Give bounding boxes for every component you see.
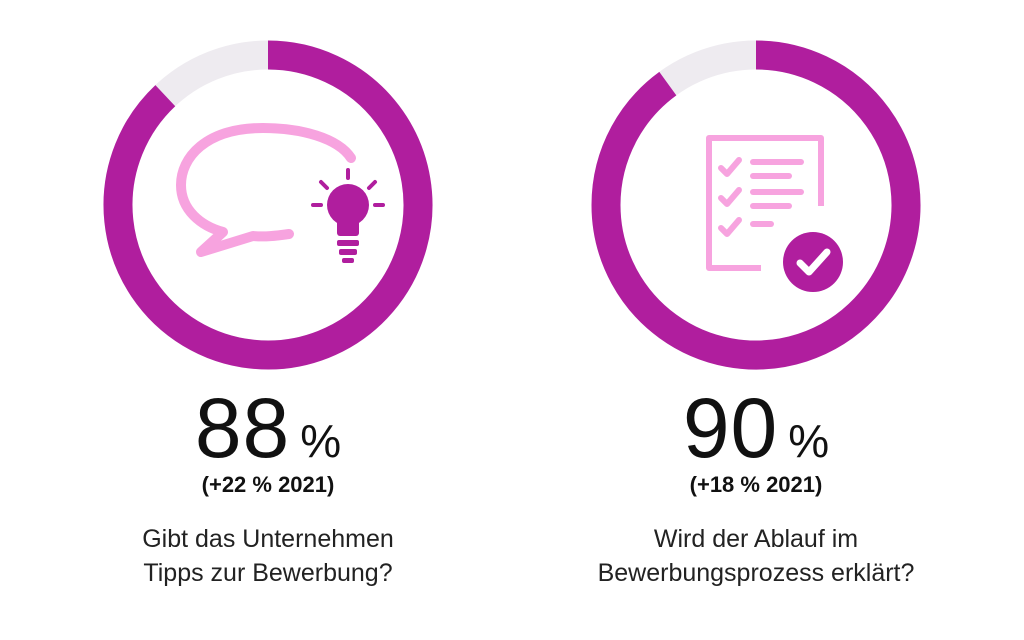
question-text: Wird der Ablauf im Bewerbungsprozess erk… (556, 522, 956, 590)
speech-bubble-lightbulb-icon (176, 123, 385, 263)
stat-tips: 88% (+22 % 2021) Gibt das Unternehmen Ti… (68, 0, 468, 640)
question-line: Gibt das Unternehmen (142, 525, 394, 553)
change-vs-2021: (+18 % 2021) (689, 472, 823, 497)
percent-sign: % (788, 415, 830, 467)
question-line: Wird der Ablauf im (653, 525, 859, 553)
donut-chart-process (591, 40, 921, 370)
stat-process: 90% (+18 % 2021) Wird der Ablauf im Bewe… (556, 0, 956, 640)
percentage-value: 88 (194, 381, 291, 475)
percentage-value: 90 (682, 381, 779, 475)
question-text: Gibt das Unternehmen Tipps zur Bewerbung… (68, 522, 468, 590)
percent-sign: % (300, 415, 342, 467)
question-line: Tipps zur Bewerbung? (143, 559, 393, 587)
change-vs-2021: (+22 % 2021) (201, 472, 335, 497)
donut-chart-tips (103, 40, 433, 370)
donut-value-arc (591, 40, 921, 370)
donut-value-arc (103, 40, 433, 370)
value-line: 88% (68, 380, 468, 477)
value-line: 90% (556, 380, 956, 477)
checklist-icon (706, 135, 843, 292)
question-line: Bewerbungsprozess erklärt? (597, 559, 915, 587)
